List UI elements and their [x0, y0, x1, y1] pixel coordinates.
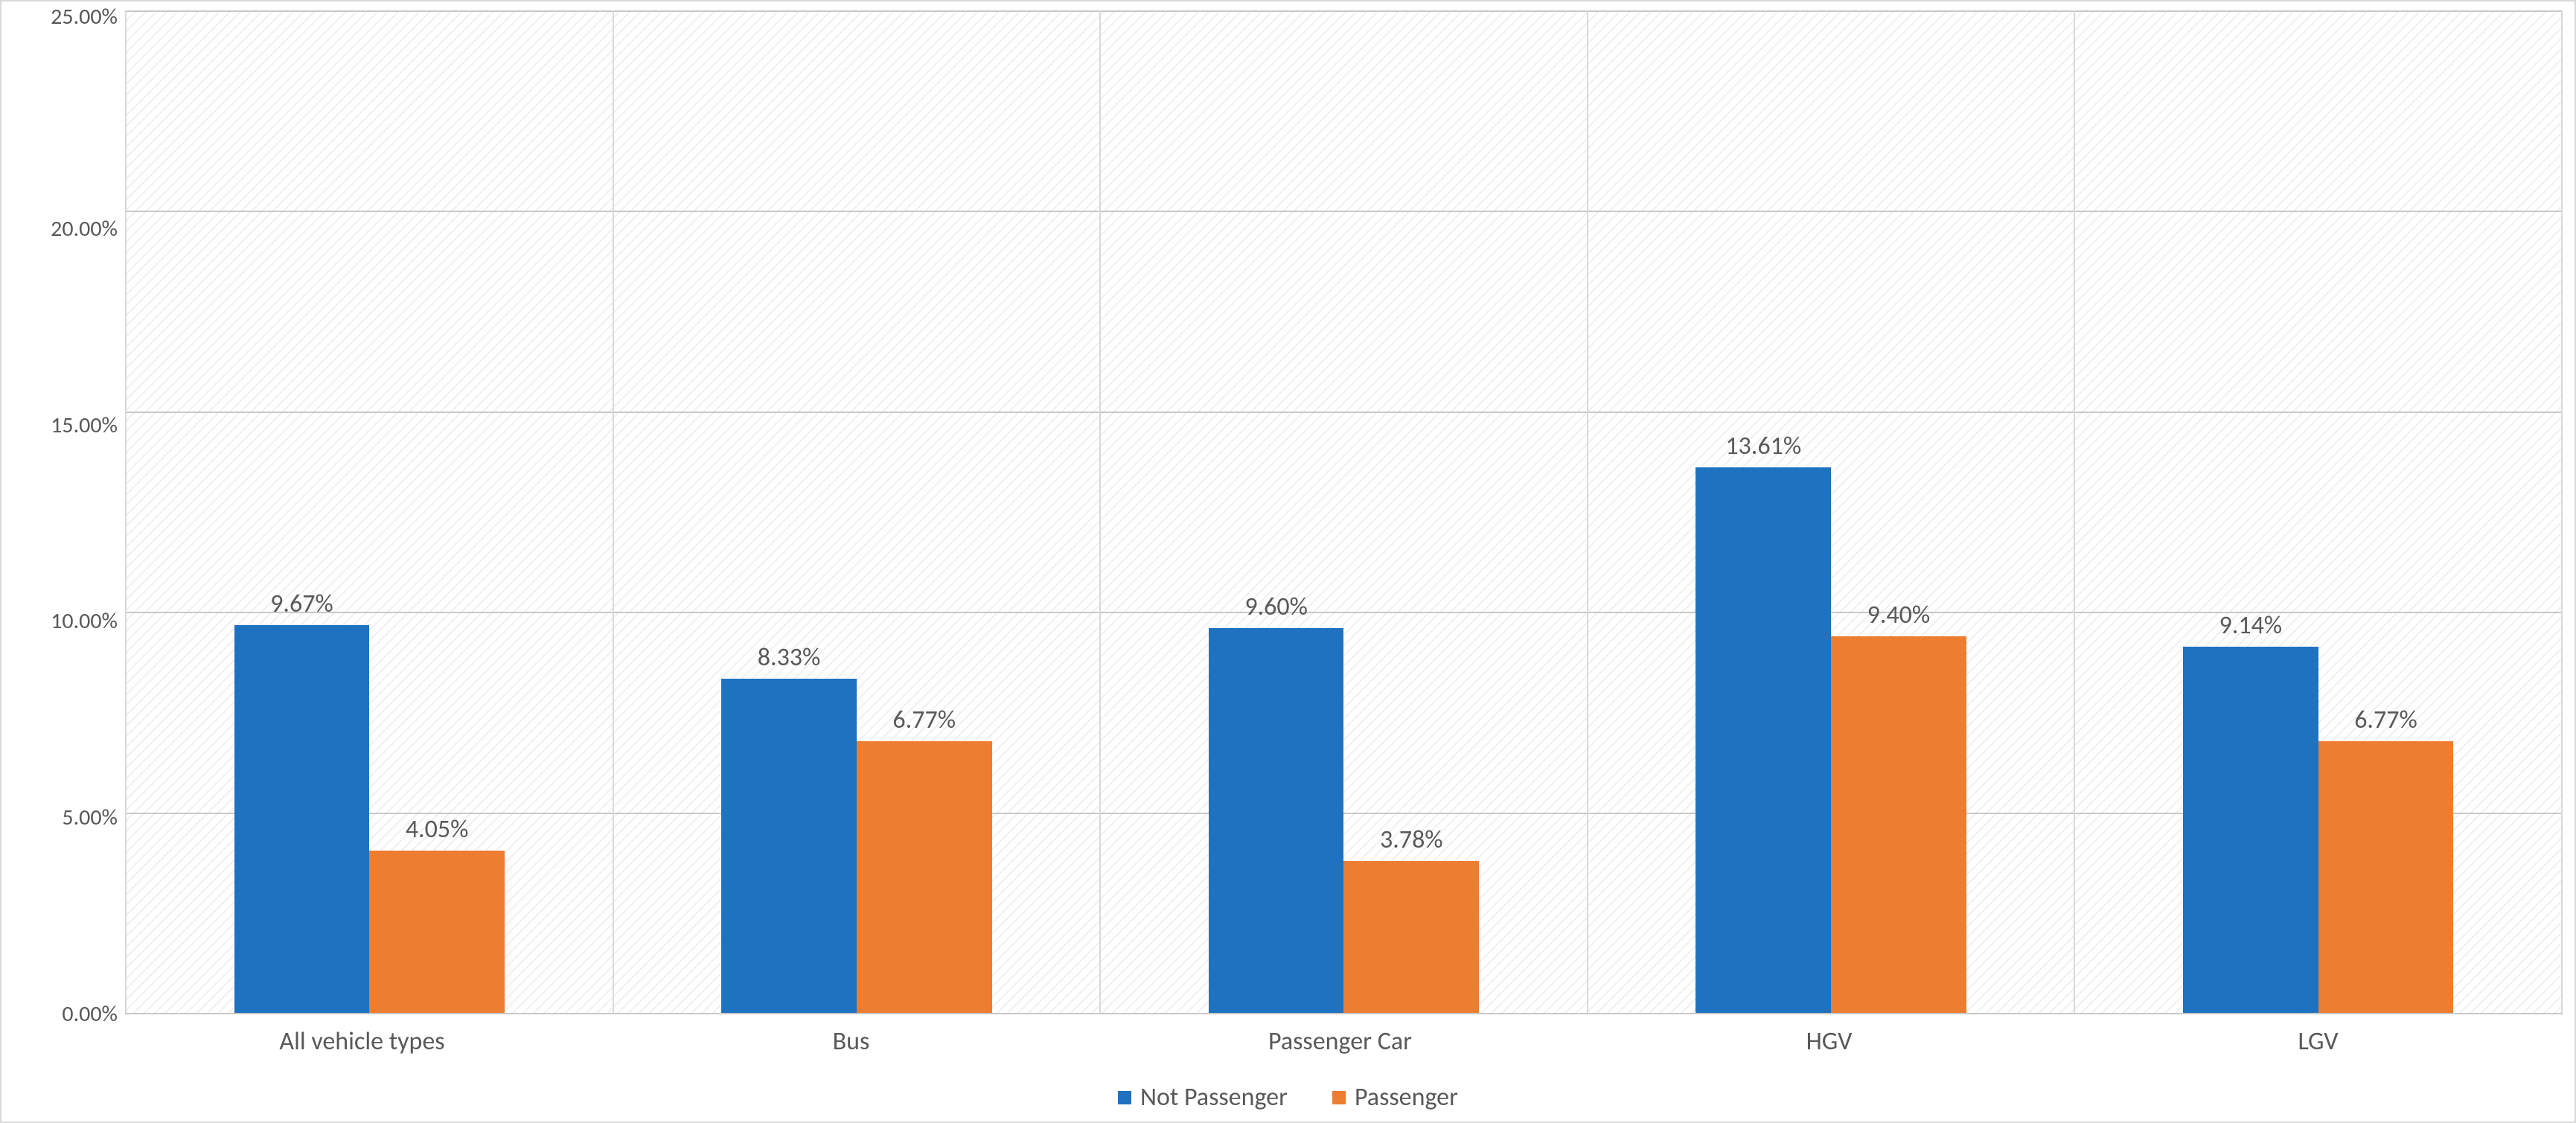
x-axis-label: Passenger Car [1096, 1014, 1585, 1057]
y-tick-label: 20.00% [51, 218, 118, 240]
bar: 6.77% [857, 741, 992, 1013]
gridline [125, 1013, 2563, 1014]
data-label: 9.67% [270, 589, 333, 619]
bar: 13.61% [1696, 467, 1831, 1013]
x-axis: All vehicle typesBusPassenger CarHGVLGV [13, 1014, 2563, 1057]
data-label: 9.14% [2219, 610, 2283, 641]
bar: 9.60% [1209, 628, 1344, 1013]
data-label: 8.33% [758, 642, 821, 673]
plot-area: 9.67%4.05%8.33%6.77%9.60%3.78%13.61%9.40… [125, 10, 2563, 1014]
legend-label: Not Passenger [1140, 1082, 1288, 1113]
bar-pair: 9.14%6.77% [2177, 10, 2459, 1013]
legend-item: Not Passenger [1118, 1082, 1288, 1113]
x-axis-label: HGV [1585, 1014, 2074, 1057]
bar: 8.33% [721, 679, 857, 1013]
bar: 3.78% [1343, 861, 1479, 1013]
y-tick-label: 0.00% [62, 1003, 118, 1026]
category-group: 9.14%6.77% [2074, 10, 2563, 1013]
legend-label: Passenger [1355, 1082, 1458, 1113]
data-label: 13.61% [1725, 431, 1801, 461]
data-label: 9.60% [1244, 592, 1308, 622]
y-tick-label: 10.00% [51, 610, 118, 633]
y-tick-label: 15.00% [51, 415, 118, 437]
y-axis: 25.00%20.00%15.00%10.00%5.00%0.00% [13, 10, 125, 1014]
x-axis-label: Bus [607, 1014, 1096, 1057]
data-label: 9.40% [1867, 600, 1931, 630]
bar: 9.14% [2183, 647, 2318, 1013]
bar: 9.40% [1831, 636, 1966, 1013]
data-label: 6.77% [2354, 705, 2417, 735]
data-label: 3.78% [1380, 825, 1443, 855]
x-axis-labels: All vehicle typesBusPassenger CarHGVLGV [118, 1014, 2563, 1057]
bar: 4.05% [369, 851, 505, 1013]
bar: 6.77% [2318, 741, 2454, 1013]
legend: Not Passenger Passenger [13, 1057, 2563, 1113]
legend-swatch [1332, 1091, 1346, 1104]
bar: 9.67% [234, 625, 370, 1013]
data-label: 4.05% [406, 814, 469, 845]
x-axis-label: All vehicle types [118, 1014, 607, 1057]
bar-pair: 9.60%3.78% [1203, 10, 1485, 1013]
bar-pair: 9.67%4.05% [228, 10, 511, 1013]
legend-item: Passenger [1332, 1082, 1458, 1113]
x-axis-label: LGV [2074, 1014, 2563, 1057]
category-group: 9.67%4.05% [125, 10, 613, 1013]
bar-pair: 13.61%9.40% [1690, 10, 1972, 1013]
data-label: 6.77% [892, 705, 956, 735]
chart-container: 25.00% 20.00% 15.00% 10.00% 5.00% 0.00% 9.67%… [0, 0, 2576, 1123]
bar-pair: 8.33%6.77% [716, 10, 998, 1013]
category-group: 8.33%6.77% [613, 10, 1100, 1013]
y-tick-label: 5.00% [62, 807, 118, 829]
category-group: 9.60%3.78% [1099, 10, 1587, 1013]
category-group: 13.61%9.40% [1587, 10, 2074, 1013]
legend-swatch [1118, 1091, 1131, 1104]
y-tick-label: 25.00% [51, 6, 118, 28]
plot-wrap: 25.00%20.00%15.00%10.00%5.00%0.00% 9.67%… [13, 10, 2563, 1014]
